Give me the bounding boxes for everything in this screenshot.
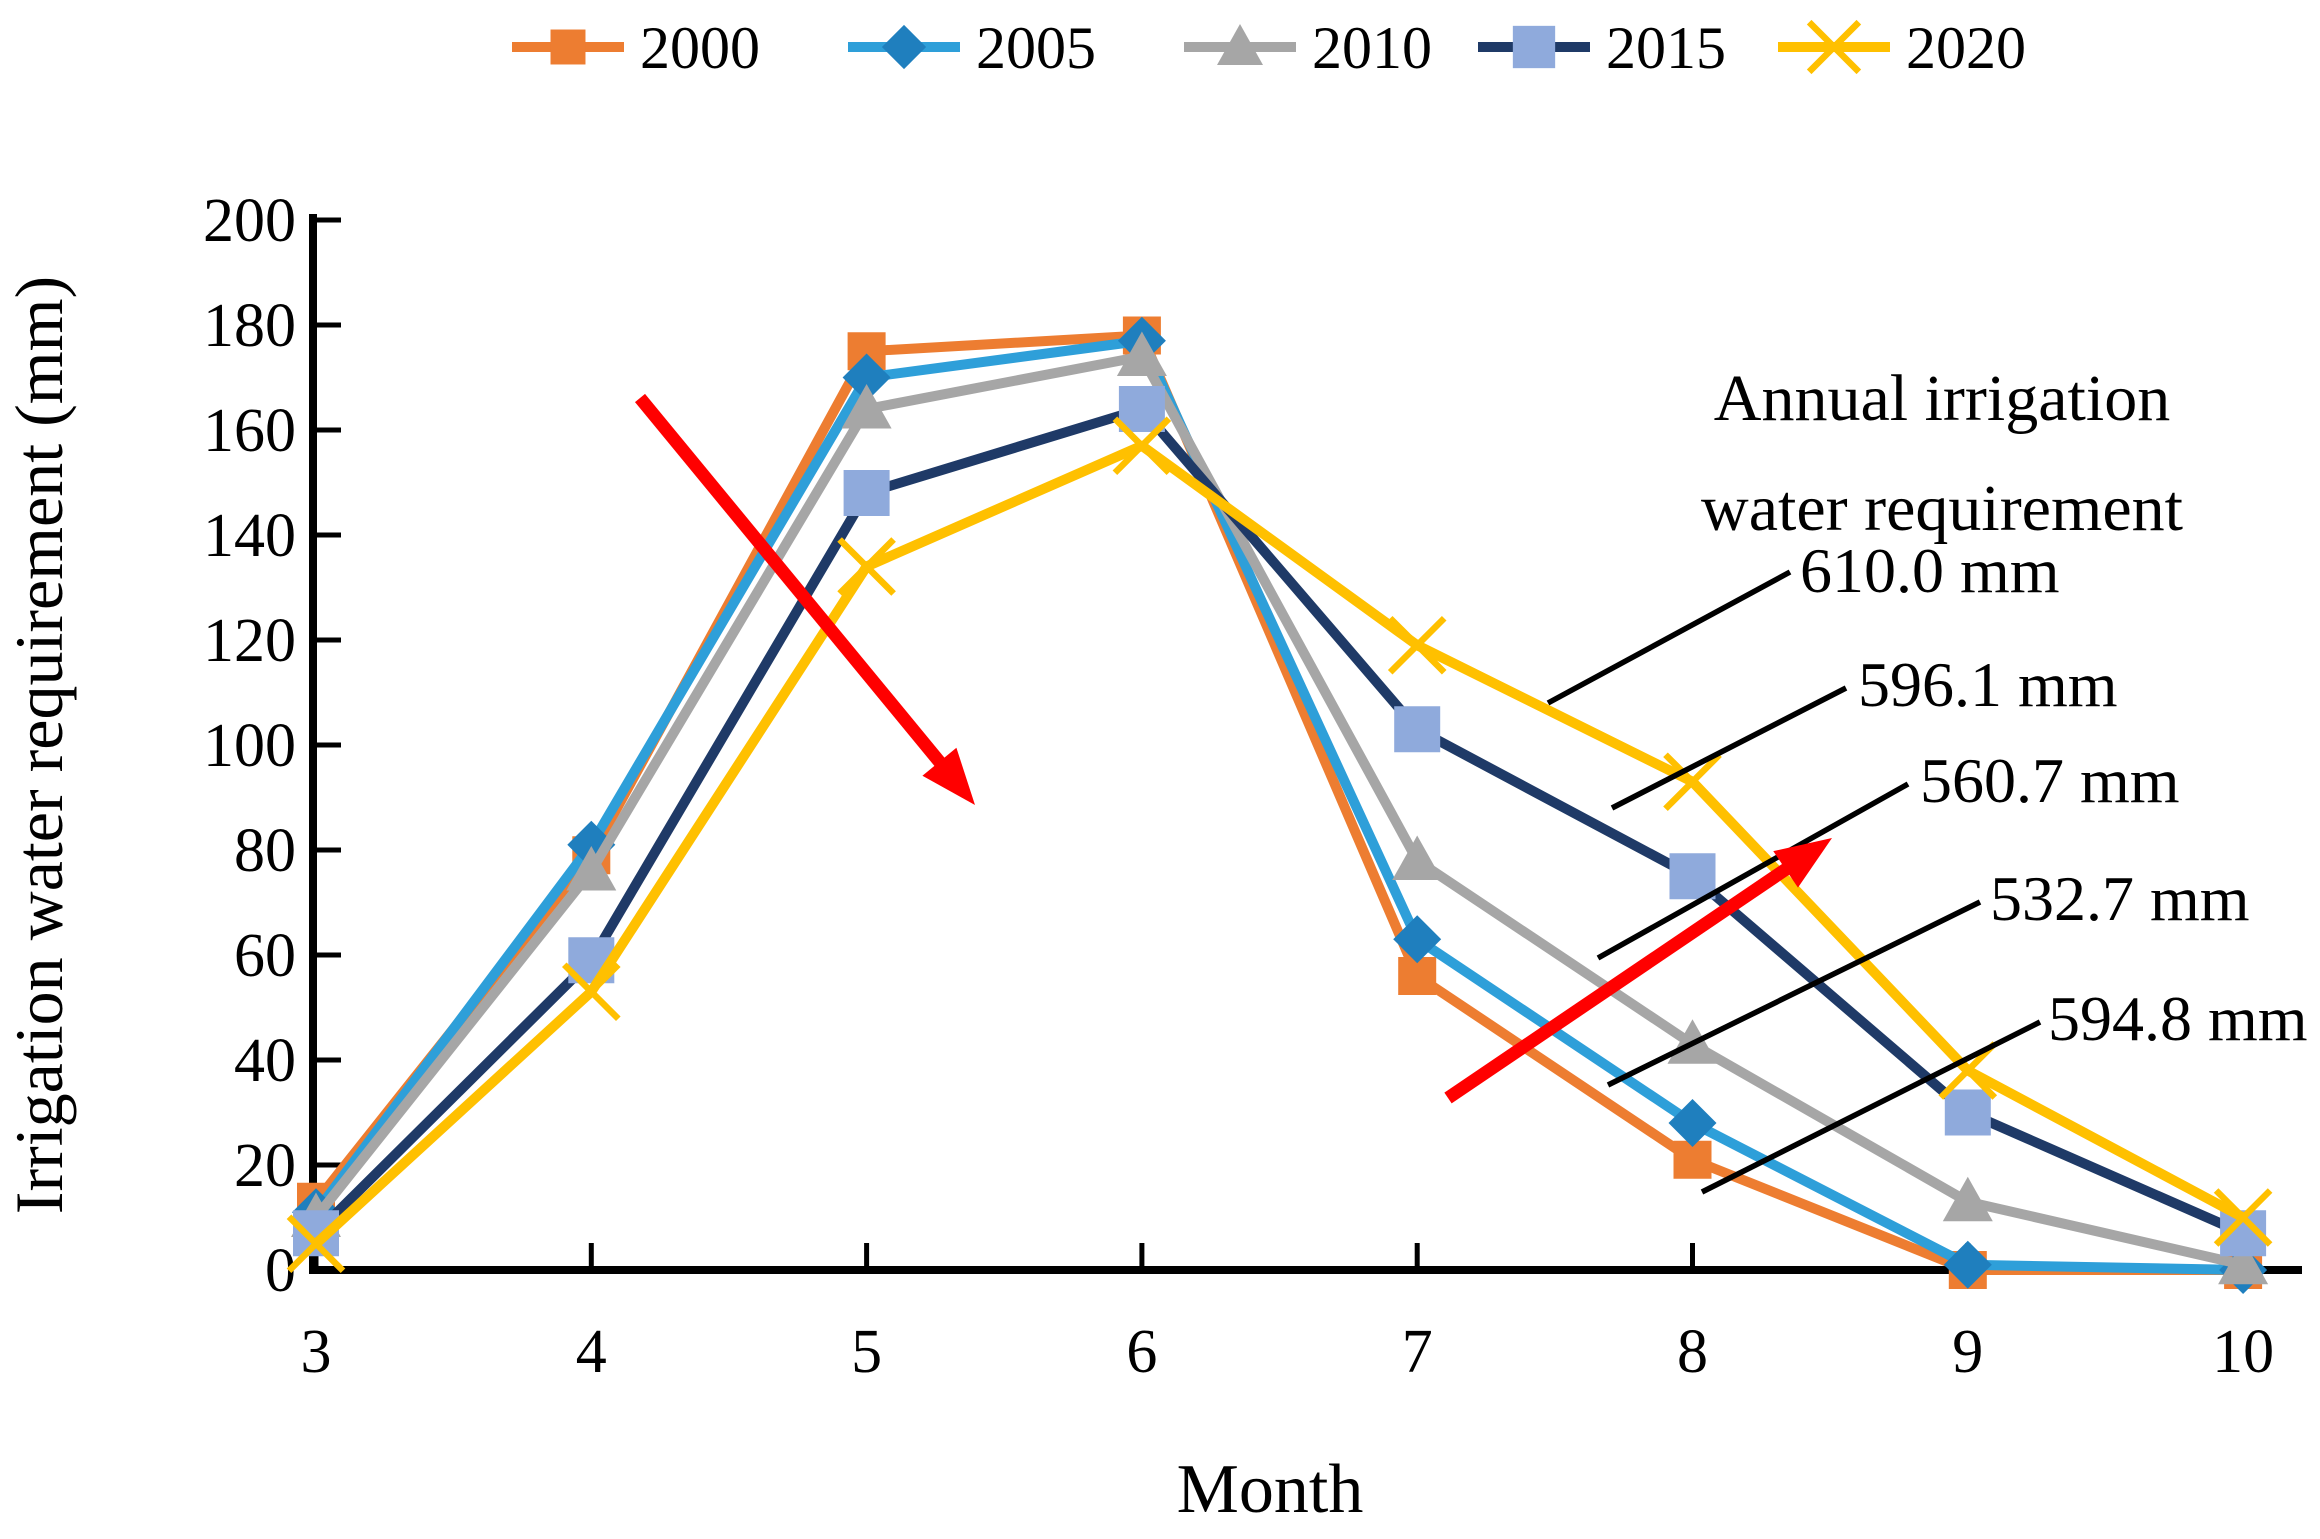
data-point-marker-2010 (1217, 24, 1263, 65)
y-axis-title: Irrigation water requirement (mm) (1, 276, 77, 1214)
data-point-marker-2010 (2218, 1239, 2269, 1285)
data-point-marker-2010 (1942, 1176, 1993, 1222)
data-point-marker-2000 (1673, 1140, 1712, 1179)
annual-value-2015: 596.1 mm (1858, 649, 2118, 720)
legend-item-2020: 2020 (1778, 15, 2026, 81)
series-line-2005 (311, 335, 2244, 1275)
data-point-marker-2010 (841, 384, 892, 429)
leader-line-2020 (1546, 569, 1792, 706)
trend-arrow-up-shaft (1444, 856, 1801, 1104)
x-tick-label: 9 (1952, 1318, 1983, 1386)
y-tick-label: 180 (203, 292, 296, 360)
series-layer (286, 316, 2273, 1294)
data-point-marker-2010 (566, 846, 617, 891)
series-2015 (293, 386, 2267, 1257)
legend-label-2015: 2015 (1606, 15, 1726, 81)
annotation-heading-line2: water requirement (1701, 472, 2183, 545)
annual-value-2000: 594.8 mm (2048, 983, 2308, 1054)
series-line-2015 (312, 404, 2246, 1238)
y-tick-label: 160 (203, 397, 296, 465)
leader-line-2015 (1610, 685, 1848, 811)
legend: 2000 2005 2010 2015 2020 (512, 15, 2026, 81)
data-point-marker-2010 (1116, 331, 1167, 376)
trend-arrow-down-shaft (634, 393, 954, 777)
series-line-2010 (312, 351, 2245, 1270)
y-tick-label: 120 (203, 607, 296, 675)
data-point-marker-2015 (1512, 25, 1556, 69)
y-tick-label: 80 (234, 817, 296, 885)
annotations-layer: 594.8 mm 532.7 mm 560.7 mm 596.1 mm 610.0 mm (634, 393, 2308, 1195)
trend-arrow-up-head (1773, 838, 1832, 888)
data-point-marker-2020 (1387, 615, 1447, 675)
trend-arrow-down-head (922, 747, 975, 805)
data-point-marker-2005 (881, 24, 927, 70)
y-tick-label: 60 (234, 922, 296, 990)
data-point-marker-2015 (1944, 1089, 1991, 1136)
leader-line-2005 (1606, 899, 1982, 1088)
legend-label-2020: 2020 (1906, 15, 2026, 81)
x-tick-label: 6 (1126, 1318, 1157, 1386)
leader-line-2010 (1596, 781, 1910, 961)
y-tick-label: 200 (203, 187, 296, 255)
data-point-marker-2020 (286, 1214, 346, 1274)
data-point-marker-2010 (1392, 835, 1443, 880)
y-tick-label: 140 (203, 502, 296, 570)
data-point-marker-2015 (1669, 853, 1716, 900)
data-point-marker-2005 (1668, 1099, 1717, 1147)
x-tick-label: 3 (301, 1318, 332, 1386)
data-point-marker-2005 (1943, 1240, 1992, 1289)
legend-item-2005: 2005 (848, 15, 1096, 81)
data-point-marker-2015 (1394, 706, 1441, 753)
annual-value-2005: 532.7 mm (1990, 863, 2250, 934)
legend-label-2000: 2000 (640, 15, 760, 81)
data-point-marker-2020 (1663, 752, 1722, 812)
y-tick-label: 100 (203, 712, 296, 780)
y-tick-label: 20 (234, 1132, 296, 1200)
data-point-marker-2005 (842, 353, 891, 402)
x-tick-label: 4 (576, 1318, 607, 1386)
data-point-marker-2000 (1398, 957, 1437, 995)
legend-item-2015: 2015 (1478, 15, 1726, 81)
annotation-heading-line1: Annual irrigation (1714, 362, 2170, 435)
data-point-marker-2020 (2213, 1188, 2273, 1247)
data-point-marker-2015 (1118, 386, 1165, 432)
x-tick-label: 8 (1677, 1318, 1708, 1386)
x-axis-title: Month (1177, 1451, 1364, 1528)
data-point-marker-2000 (550, 29, 586, 65)
data-point-marker-2005 (1393, 915, 1442, 964)
data-point-marker-2020 (1806, 19, 1862, 75)
leader-line-2000 (1700, 1019, 2042, 1195)
series-2020 (286, 416, 2273, 1274)
x-tick-label: 5 (851, 1318, 882, 1386)
legend-item-2000: 2000 (512, 15, 760, 81)
x-tick-label: 7 (1402, 1318, 1433, 1386)
x-tick-label: 10 (2212, 1318, 2274, 1386)
annual-value-2010: 560.7 mm (1920, 745, 2180, 816)
data-point-marker-2020 (837, 537, 896, 596)
data-point-marker-2020 (562, 962, 621, 1022)
data-point-marker-2020 (1112, 416, 1172, 476)
legend-label-2005: 2005 (976, 15, 1096, 81)
legend-item-2010: 2010 (1184, 15, 1432, 81)
data-point-marker-2020 (1938, 1041, 1998, 1100)
legend-label-2010: 2010 (1312, 15, 1432, 81)
series-line-2020 (312, 440, 2246, 1248)
annual-value-2020: 610.0 mm (1800, 535, 2060, 606)
data-point-marker-2015 (843, 470, 890, 516)
y-tick-label: 40 (234, 1027, 296, 1095)
